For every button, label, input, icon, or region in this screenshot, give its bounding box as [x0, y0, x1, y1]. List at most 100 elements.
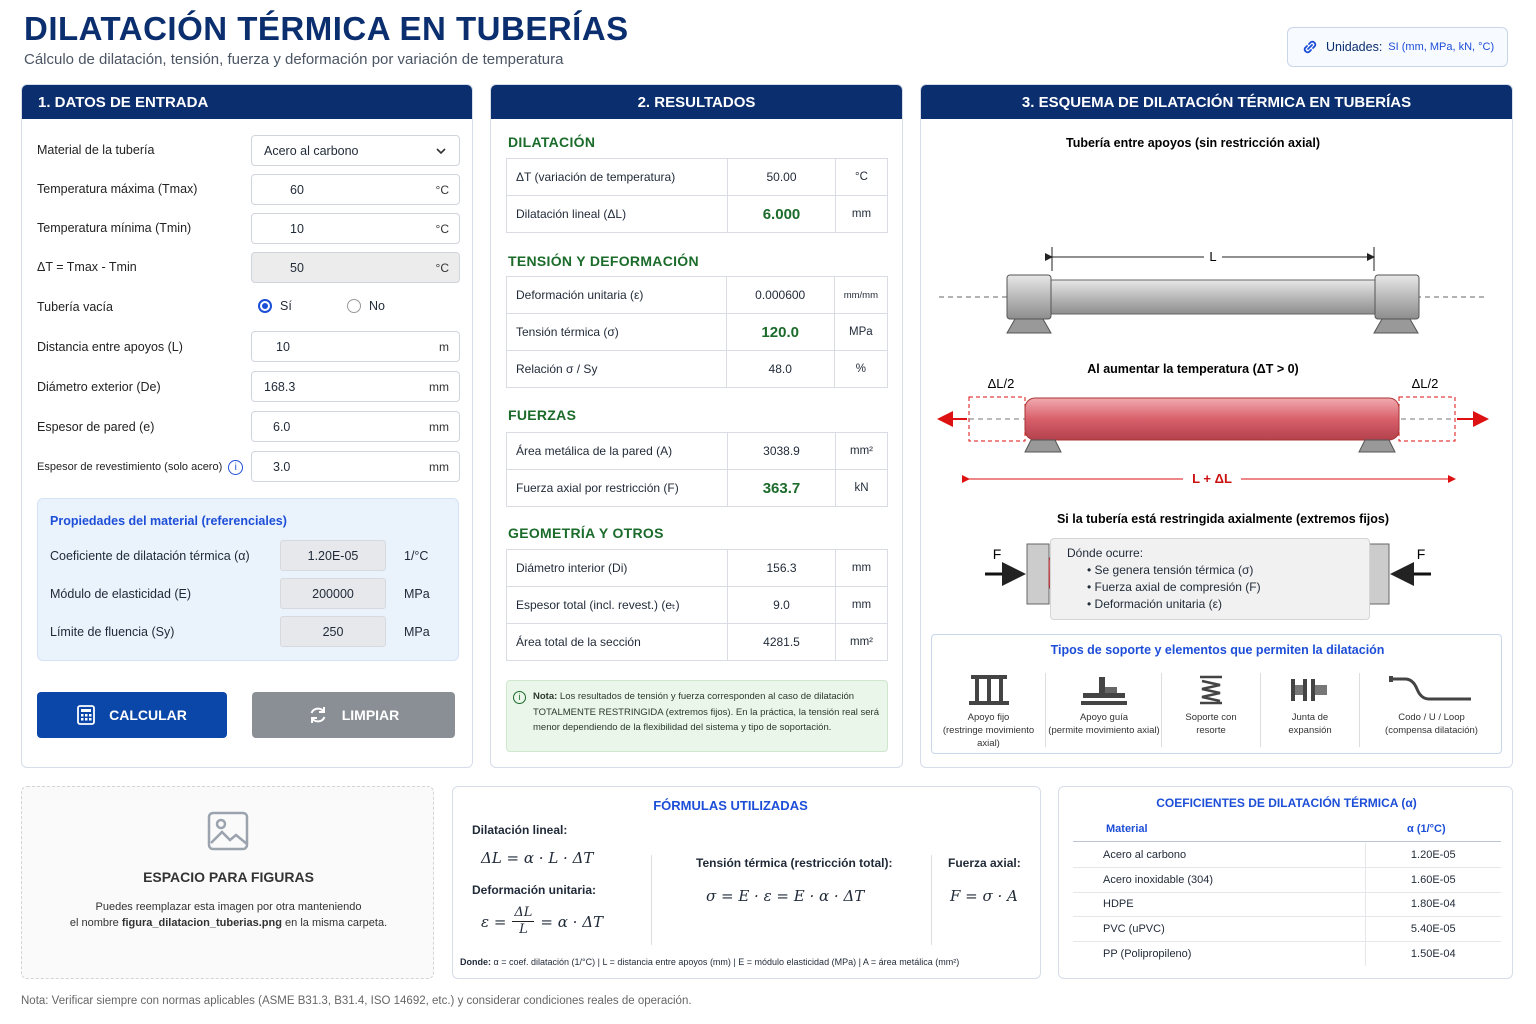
cell-label: ΔT (variación de temperatura): [506, 158, 728, 196]
no-label: No: [369, 299, 385, 313]
alpha-label: Coeficiente de dilatación térmica (α): [50, 549, 250, 563]
tmin-value: 10: [290, 221, 304, 236]
figures-title: ESPACIO PARA FIGURAS: [143, 869, 314, 885]
support-desc: expansión: [1288, 725, 1332, 736]
cell-value: 9.0: [727, 586, 836, 624]
table-row: PVC (uPVC) 5.40E-05: [1073, 916, 1501, 942]
results-panel: 2. RESULTADOS DILATACIÓN ΔT (variación d…: [490, 84, 903, 768]
figure-placeholder: ESPACIO PARA FIGURAS Puedes reemplazar e…: [21, 786, 434, 979]
empty-pipe-label: Tubería vacía: [37, 300, 113, 314]
coefs-header: Material α (1/°C): [1073, 819, 1501, 842]
empty-yes-radio[interactable]: Sí: [258, 299, 292, 313]
cell-alpha: 5.40E-05: [1364, 916, 1501, 942]
support-name: Junta de: [1291, 712, 1329, 723]
material-select[interactable]: Acero al carbono: [251, 135, 460, 166]
empty-no-radio[interactable]: No: [347, 299, 385, 313]
l-input[interactable]: 10 m: [251, 331, 460, 362]
cell-label: Tensión térmica (σ): [506, 313, 727, 351]
tmax-value: 60: [290, 182, 304, 197]
table-tension: Deformación unitaria (ε) 0.000600 mm/mm Te…: [506, 276, 889, 388]
clear-button[interactable]: LIMPIAR: [252, 692, 455, 738]
support-left: [1006, 318, 1052, 334]
formula-dilatation: ΔL = α · L · ΔT: [481, 849, 594, 867]
l-value: 10: [276, 339, 290, 354]
tmin-label: Temperatura mínima (Tmin): [37, 221, 192, 235]
cell-value: 50.00: [727, 158, 836, 196]
cell-label: Fuerza axial por restricción (F): [506, 469, 728, 507]
cell-unit: mm²: [835, 623, 888, 661]
dt-value: 50: [290, 260, 304, 275]
formulas-panel: FÓRMULAS UTILIZADAS Dilatación lineal: Δ…: [452, 786, 1041, 979]
footer-note: Nota: Verificar siempre con normas aplic…: [21, 995, 692, 1007]
refresh-icon: [310, 707, 326, 723]
coefs-col-alpha: α (1/°C): [1407, 823, 1446, 835]
coat-value: 3.0: [273, 459, 291, 474]
coat-input[interactable]: 3.0 mm: [251, 451, 460, 482]
table-row: Acero inoxidable (304) 1.60E-05: [1073, 867, 1501, 893]
tmax-input[interactable]: 60 °C: [251, 174, 460, 205]
figures-line2: el nombre figura_dilatacion_tuberias.png…: [22, 917, 433, 929]
cell-label: Área metálica de la pared (A): [506, 432, 728, 470]
table-row: Diámetro interior (Di) 156.3 mm: [506, 549, 888, 587]
cell-value: 6.000: [727, 195, 836, 233]
support-name: Apoyo fijo: [967, 712, 1010, 723]
material-label: Material de la tubería: [37, 143, 155, 157]
cell-unit: mm: [835, 586, 888, 624]
spring-icon: [1200, 675, 1222, 705]
table-row: Espesor total (incl. revest.) (eₜ) 9.0 mm: [506, 586, 888, 624]
e-unit: mm: [429, 419, 449, 434]
section-dilatacion: DILATACIÓN: [508, 134, 596, 150]
cell-material: Acero inoxidable (304): [1073, 867, 1365, 893]
flange-left: [1006, 274, 1052, 320]
support-desc: (compensa dilatación): [1385, 725, 1478, 736]
figures-text: el nombre: [69, 917, 119, 929]
cell-unit: MPa: [833, 313, 889, 351]
l-plus-dl: L + ΔL: [1192, 471, 1232, 486]
radio-empty-icon: [347, 299, 361, 313]
legend-text: α = coef. dilatación (1/°C) | L = distan…: [493, 957, 960, 967]
table-row: Relación σ / Sy 48.0%: [506, 350, 889, 388]
input-panel-title: 1. DATOS DE ENTRADA: [22, 85, 472, 119]
formula-4-label: Fuerza axial:: [948, 856, 1021, 870]
where-text: Deformación unitaria (ε): [1094, 597, 1222, 611]
table-row: ΔT (variación de temperatura) 50.00 °C: [506, 158, 888, 196]
page-title: DILATACIÓN TÉRMICA EN TUBERÍAS: [24, 10, 629, 47]
loop-icon: [1388, 676, 1471, 701]
cell-label: Área total de la sección: [506, 623, 728, 661]
caption-3: Si la tubería está restringida axialment…: [1057, 512, 1389, 526]
table-geometria: Diámetro interior (Di) 156.3 mm Espesor to…: [506, 549, 888, 661]
e-input[interactable]: 6.0 mm: [251, 411, 460, 442]
table-row: Área metálica de la pared (A) 3038.9 mm²: [506, 432, 888, 470]
tmin-input[interactable]: 10 °C: [251, 213, 460, 244]
table-row: PP (Polipropileno) 1.50E-04: [1073, 941, 1501, 966]
section-tension: TENSIÓN Y DEFORMACIÓN: [508, 253, 699, 269]
results-panel-title: 2. RESULTADOS: [491, 85, 902, 119]
props-title: Propiedades del material (referenciales): [50, 514, 287, 528]
cell-label: Deformación unitaria (ε): [506, 276, 727, 314]
support-fixed: Apoyo fijo (restringe movimiento axial): [932, 673, 1045, 753]
support-name: Apoyo guía: [1079, 712, 1129, 723]
de-value: 168.3: [264, 379, 296, 394]
l-unit: m: [439, 339, 449, 354]
info-icon[interactable]: i: [228, 459, 244, 475]
units-value: SI (mm, MPa, kN, °C): [1388, 41, 1495, 53]
support-joint: Junta de expansión: [1261, 673, 1359, 753]
cell-alpha: 1.50E-04: [1364, 941, 1501, 966]
de-input[interactable]: 168.3 mm: [251, 371, 460, 402]
where-item: • Deformación unitaria (ε): [1087, 597, 1222, 611]
half-dl-right: ΔL/2: [1412, 376, 1439, 391]
tmin-unit: °C: [435, 221, 449, 236]
support-right: [1373, 318, 1419, 334]
supports-title: Tipos de soporte y elementos que permite…: [1050, 643, 1385, 657]
support-hot-right: [1358, 439, 1396, 453]
material-value: Acero al carbono: [264, 143, 359, 158]
table-row: Dilatación lineal (ΔL) 6.000 mm: [506, 195, 888, 233]
cell-material: HDPE: [1073, 892, 1365, 917]
support-desc: (permite movimiento axial): [1048, 725, 1160, 736]
cell-label: Relación σ / Sy: [506, 350, 727, 388]
units-indicator[interactable]: Unidades: SI (mm, MPa, kN, °C): [1287, 27, 1508, 67]
sy-label: Límite de fluencia (Sy): [50, 625, 175, 639]
guide-support-icon: [1081, 677, 1127, 705]
table-row: Acero al carbono 1.20E-05: [1073, 843, 1501, 868]
calculate-button[interactable]: CALCULAR: [37, 692, 227, 738]
